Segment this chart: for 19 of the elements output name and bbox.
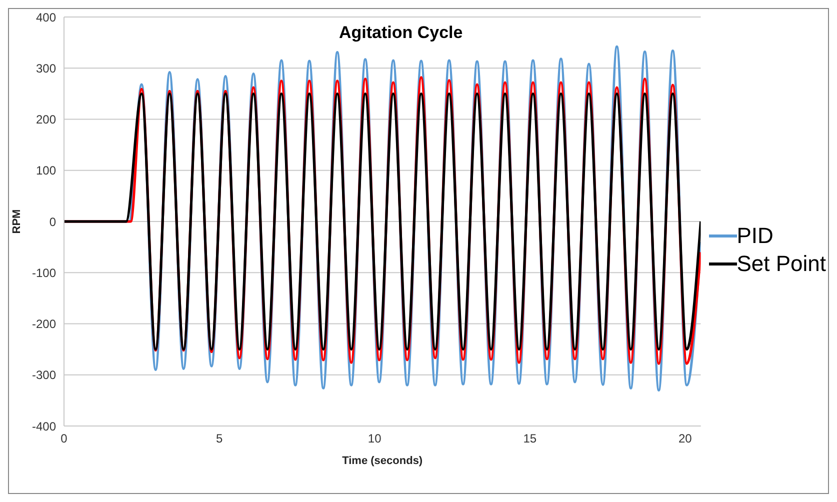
- x-tick-label: 0: [60, 432, 68, 446]
- y-tick-label: 300: [36, 61, 56, 76]
- legend-label: Set Point: [736, 251, 826, 277]
- chart-title: Agitation Cycle: [339, 23, 463, 43]
- y-tick-label: -200: [32, 317, 56, 332]
- y-tick-label: -100: [32, 266, 56, 280]
- y-tick-label: 0: [49, 214, 56, 229]
- x-axis-title: Time (seconds): [342, 455, 423, 467]
- legend-label: PID: [736, 223, 774, 249]
- x-tick-label: 10: [368, 432, 382, 446]
- y-tick-label: 200: [36, 112, 56, 127]
- x-tick-label: 5: [216, 432, 223, 446]
- y-tick-label: -400: [32, 419, 56, 434]
- x-tick-label: 20: [678, 432, 692, 446]
- y-tick-label: 100: [36, 164, 56, 178]
- y-axis-title: RPM: [10, 209, 23, 234]
- x-tick-label: 15: [523, 432, 537, 446]
- y-tick-label: 400: [36, 10, 56, 24]
- y-tick-label: -300: [32, 368, 56, 382]
